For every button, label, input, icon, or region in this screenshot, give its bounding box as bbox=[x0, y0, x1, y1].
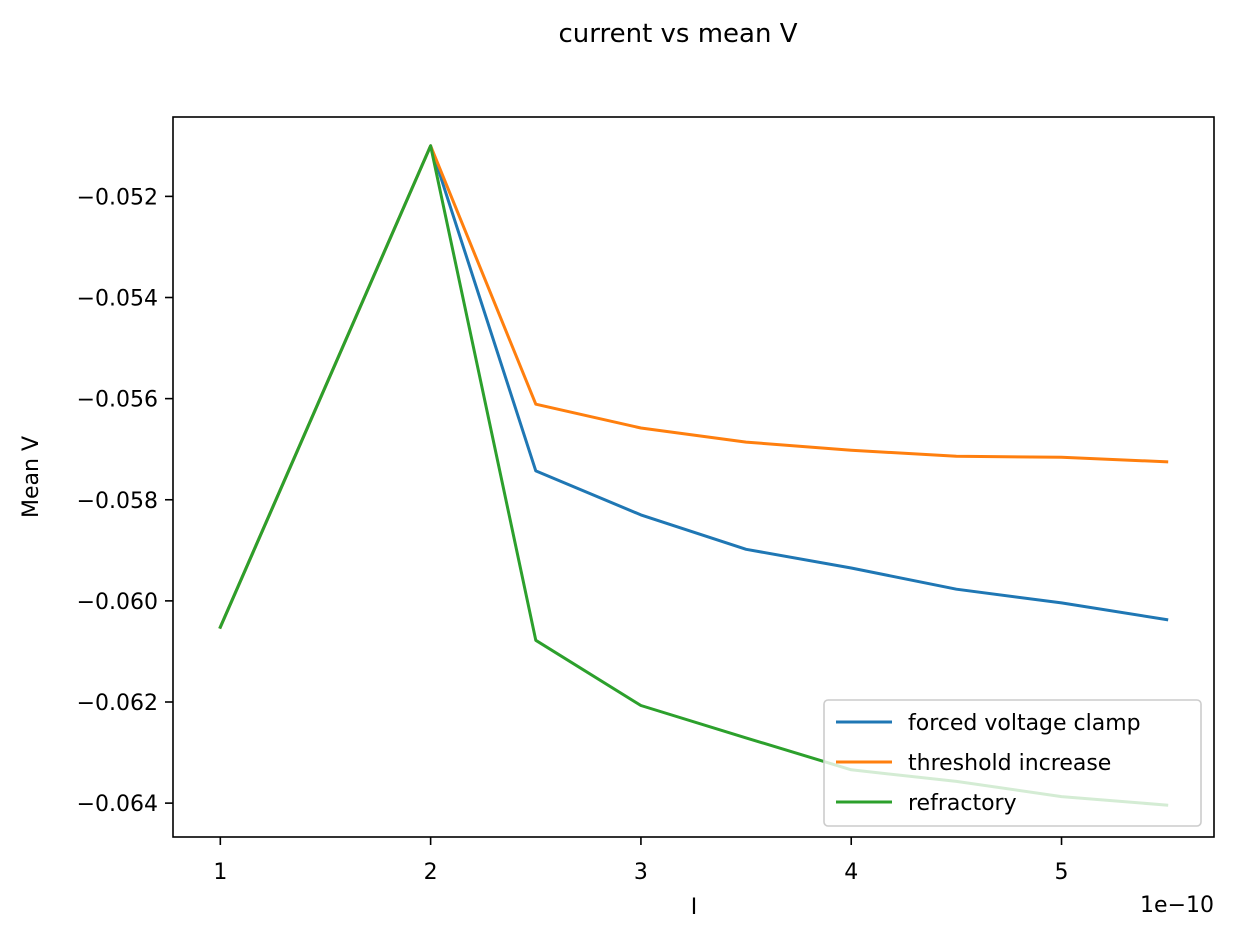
series-line-0 bbox=[218, 144, 1169, 630]
y-tick-label: −0.064 bbox=[77, 792, 158, 817]
legend: forced voltage clamp threshold increase re… bbox=[823, 699, 1202, 827]
x-tick-label: 4 bbox=[844, 860, 858, 885]
x-tick-label: 3 bbox=[634, 860, 648, 885]
chart-title: current vs mean V bbox=[558, 19, 797, 49]
plot-frame bbox=[172, 116, 1215, 838]
legend-label-1: threshold increase bbox=[908, 751, 1111, 776]
x-tick-label: 5 bbox=[1055, 860, 1069, 885]
y-tick-label: −0.054 bbox=[77, 287, 158, 312]
x-tick-label: 2 bbox=[424, 860, 438, 885]
y-tick-label: −0.062 bbox=[77, 691, 158, 716]
y-axis: −0.064 −0.062 −0.060 −0.058 −0.056 −0.054 −0.0… bbox=[77, 185, 173, 817]
legend-label-2: refractory bbox=[908, 791, 1017, 816]
y-axis-title: Mean V bbox=[19, 436, 44, 518]
legend-label-0: forced voltage clamp bbox=[908, 711, 1141, 736]
y-tick-label: −0.060 bbox=[77, 590, 158, 615]
y-tick-label: −0.058 bbox=[77, 489, 158, 514]
x-tick-label: 1 bbox=[213, 860, 227, 885]
legend-box bbox=[823, 699, 1202, 827]
x-axis: 1 2 3 4 5 bbox=[213, 837, 1069, 885]
y-tick-label: −0.052 bbox=[77, 185, 158, 210]
x-offset-label: 1e−10 bbox=[1140, 893, 1214, 918]
x-axis-title: I bbox=[691, 895, 698, 920]
y-tick-label: −0.056 bbox=[77, 388, 158, 413]
series-line-1 bbox=[218, 144, 1169, 630]
